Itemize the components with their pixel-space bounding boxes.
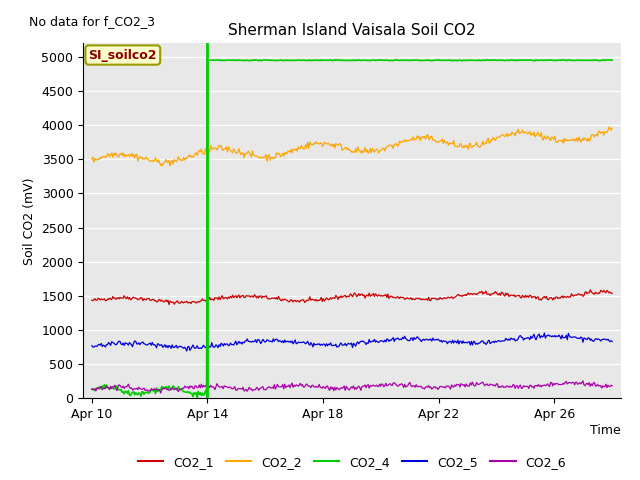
CO2_2	[88, 156, 96, 162]
Line: CO2_1: CO2_1	[92, 290, 612, 305]
Y-axis label: Soil CO2 (mV): Soil CO2 (mV)	[23, 177, 36, 264]
CO2_1	[608, 290, 616, 296]
CO2_1	[336, 295, 344, 300]
CO2_6	[399, 382, 406, 387]
CO2_2	[339, 146, 347, 152]
X-axis label: Time: Time	[590, 424, 621, 437]
CO2_5	[399, 335, 406, 340]
CO2_2	[515, 131, 523, 136]
CO2_1	[399, 294, 406, 300]
Line: CO2_6: CO2_6	[92, 381, 612, 393]
CO2_2	[166, 163, 174, 168]
CO2_2	[371, 149, 378, 155]
CO2_5	[336, 341, 344, 347]
CO2_5	[88, 343, 96, 348]
CO2_6	[515, 383, 523, 389]
CO2_1	[165, 302, 173, 308]
CO2_2	[336, 141, 344, 146]
CO2_5	[183, 348, 191, 354]
Text: No data for f_CO2_3: No data for f_CO2_3	[29, 15, 156, 28]
Title: Sherman Island Vaisala Soil CO2: Sherman Island Vaisala Soil CO2	[228, 23, 476, 38]
Line: CO2_2: CO2_2	[92, 127, 612, 166]
CO2_1	[515, 293, 523, 299]
CO2_4	[336, 57, 344, 63]
Legend: CO2_1, CO2_2, CO2_4, CO2_5, CO2_6: CO2_1, CO2_2, CO2_4, CO2_5, CO2_6	[133, 451, 571, 474]
CO2_4	[371, 57, 378, 63]
CO2_6	[339, 385, 347, 391]
CO2_4	[193, 396, 201, 401]
CO2_4	[608, 57, 616, 63]
CO2_6	[88, 387, 96, 393]
CO2_2	[608, 125, 616, 131]
CO2_1	[586, 287, 594, 293]
CO2_2	[597, 130, 605, 136]
CO2_2	[399, 139, 406, 145]
Line: CO2_4: CO2_4	[92, 60, 612, 398]
Line: CO2_5: CO2_5	[92, 333, 612, 351]
Text: SI_soilco2: SI_soilco2	[88, 48, 157, 61]
CO2_5	[371, 336, 378, 342]
CO2_5	[608, 338, 616, 344]
CO2_4	[598, 57, 605, 63]
CO2_4	[561, 57, 568, 62]
CO2_5	[598, 337, 605, 343]
CO2_6	[371, 383, 378, 389]
CO2_1	[88, 297, 96, 303]
CO2_5	[339, 342, 347, 348]
CO2_6	[608, 383, 616, 389]
CO2_1	[371, 294, 378, 300]
CO2_1	[598, 288, 605, 294]
CO2_4	[88, 386, 96, 392]
CO2_6	[336, 386, 344, 392]
CO2_4	[339, 58, 347, 63]
CO2_1	[339, 294, 347, 300]
CO2_5	[541, 330, 548, 336]
CO2_2	[605, 124, 613, 130]
CO2_4	[399, 57, 406, 63]
CO2_6	[598, 385, 605, 391]
CO2_5	[515, 334, 523, 339]
CO2_6	[579, 378, 587, 384]
CO2_4	[515, 57, 523, 63]
CO2_6	[157, 390, 164, 396]
